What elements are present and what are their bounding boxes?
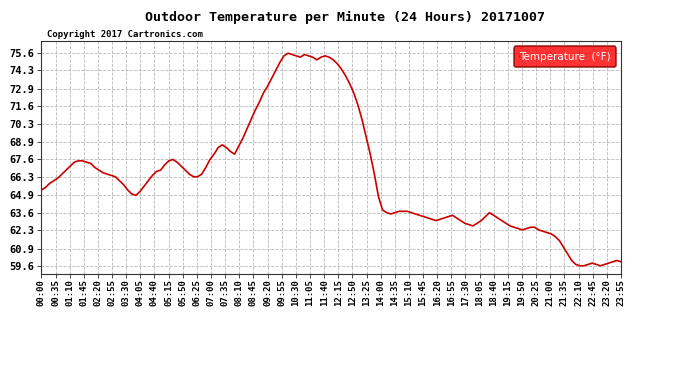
Text: Outdoor Temperature per Minute (24 Hours) 20171007: Outdoor Temperature per Minute (24 Hours… [145, 11, 545, 24]
Text: Copyright 2017 Cartronics.com: Copyright 2017 Cartronics.com [47, 30, 203, 39]
Legend: Temperature  (°F): Temperature (°F) [514, 46, 615, 67]
